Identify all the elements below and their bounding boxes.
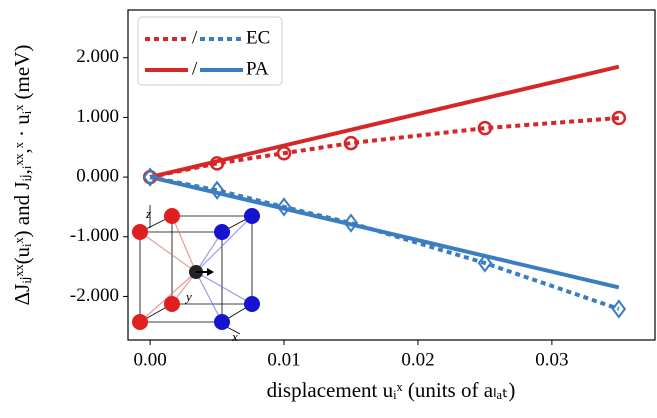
y-tick-label: -2.000 (70, 285, 119, 306)
marker (343, 135, 359, 151)
inset-axis-label: x (231, 329, 238, 344)
x-tick-label: 0.01 (267, 349, 300, 370)
series-line (149, 175, 620, 290)
y-tick-label: 1.000 (76, 106, 119, 127)
series-line (149, 64, 620, 180)
legend-separator: / (192, 27, 198, 48)
y-tick-label: 2.000 (76, 46, 119, 67)
marker (477, 120, 493, 136)
marker (343, 213, 359, 233)
data-layer (142, 64, 627, 319)
legend-label: PA (246, 58, 269, 79)
marker (611, 110, 627, 126)
marker (276, 197, 292, 217)
marker (209, 156, 225, 171)
marker (142, 167, 158, 187)
marker (209, 180, 225, 200)
marker (477, 253, 493, 273)
x-tick-label: 0.02 (401, 349, 434, 370)
y-axis-label: ΔJᵢⱼˣˣ(uᵢˣ) and Jᵢⱼ,ᵢˣˣ,ˣ · uᵢˣ (meV) (10, 45, 34, 306)
inset-axis-label: y (184, 289, 192, 304)
y-tick-label: -1.000 (70, 225, 119, 246)
inset-axis-label: z (145, 206, 151, 221)
inset-structure: z y x (132, 205, 260, 344)
legend-separator: / (192, 58, 198, 79)
x-tick-label: 0.00 (133, 349, 166, 370)
marker (611, 299, 627, 319)
y-tick-label: 0.000 (76, 165, 119, 186)
x-axis-label: displacement uᵢˣ (units of aₗₐₜ) (267, 378, 516, 402)
legend-label: EC (246, 27, 270, 48)
marker (276, 145, 292, 161)
x-tick-label: 0.03 (535, 349, 568, 370)
